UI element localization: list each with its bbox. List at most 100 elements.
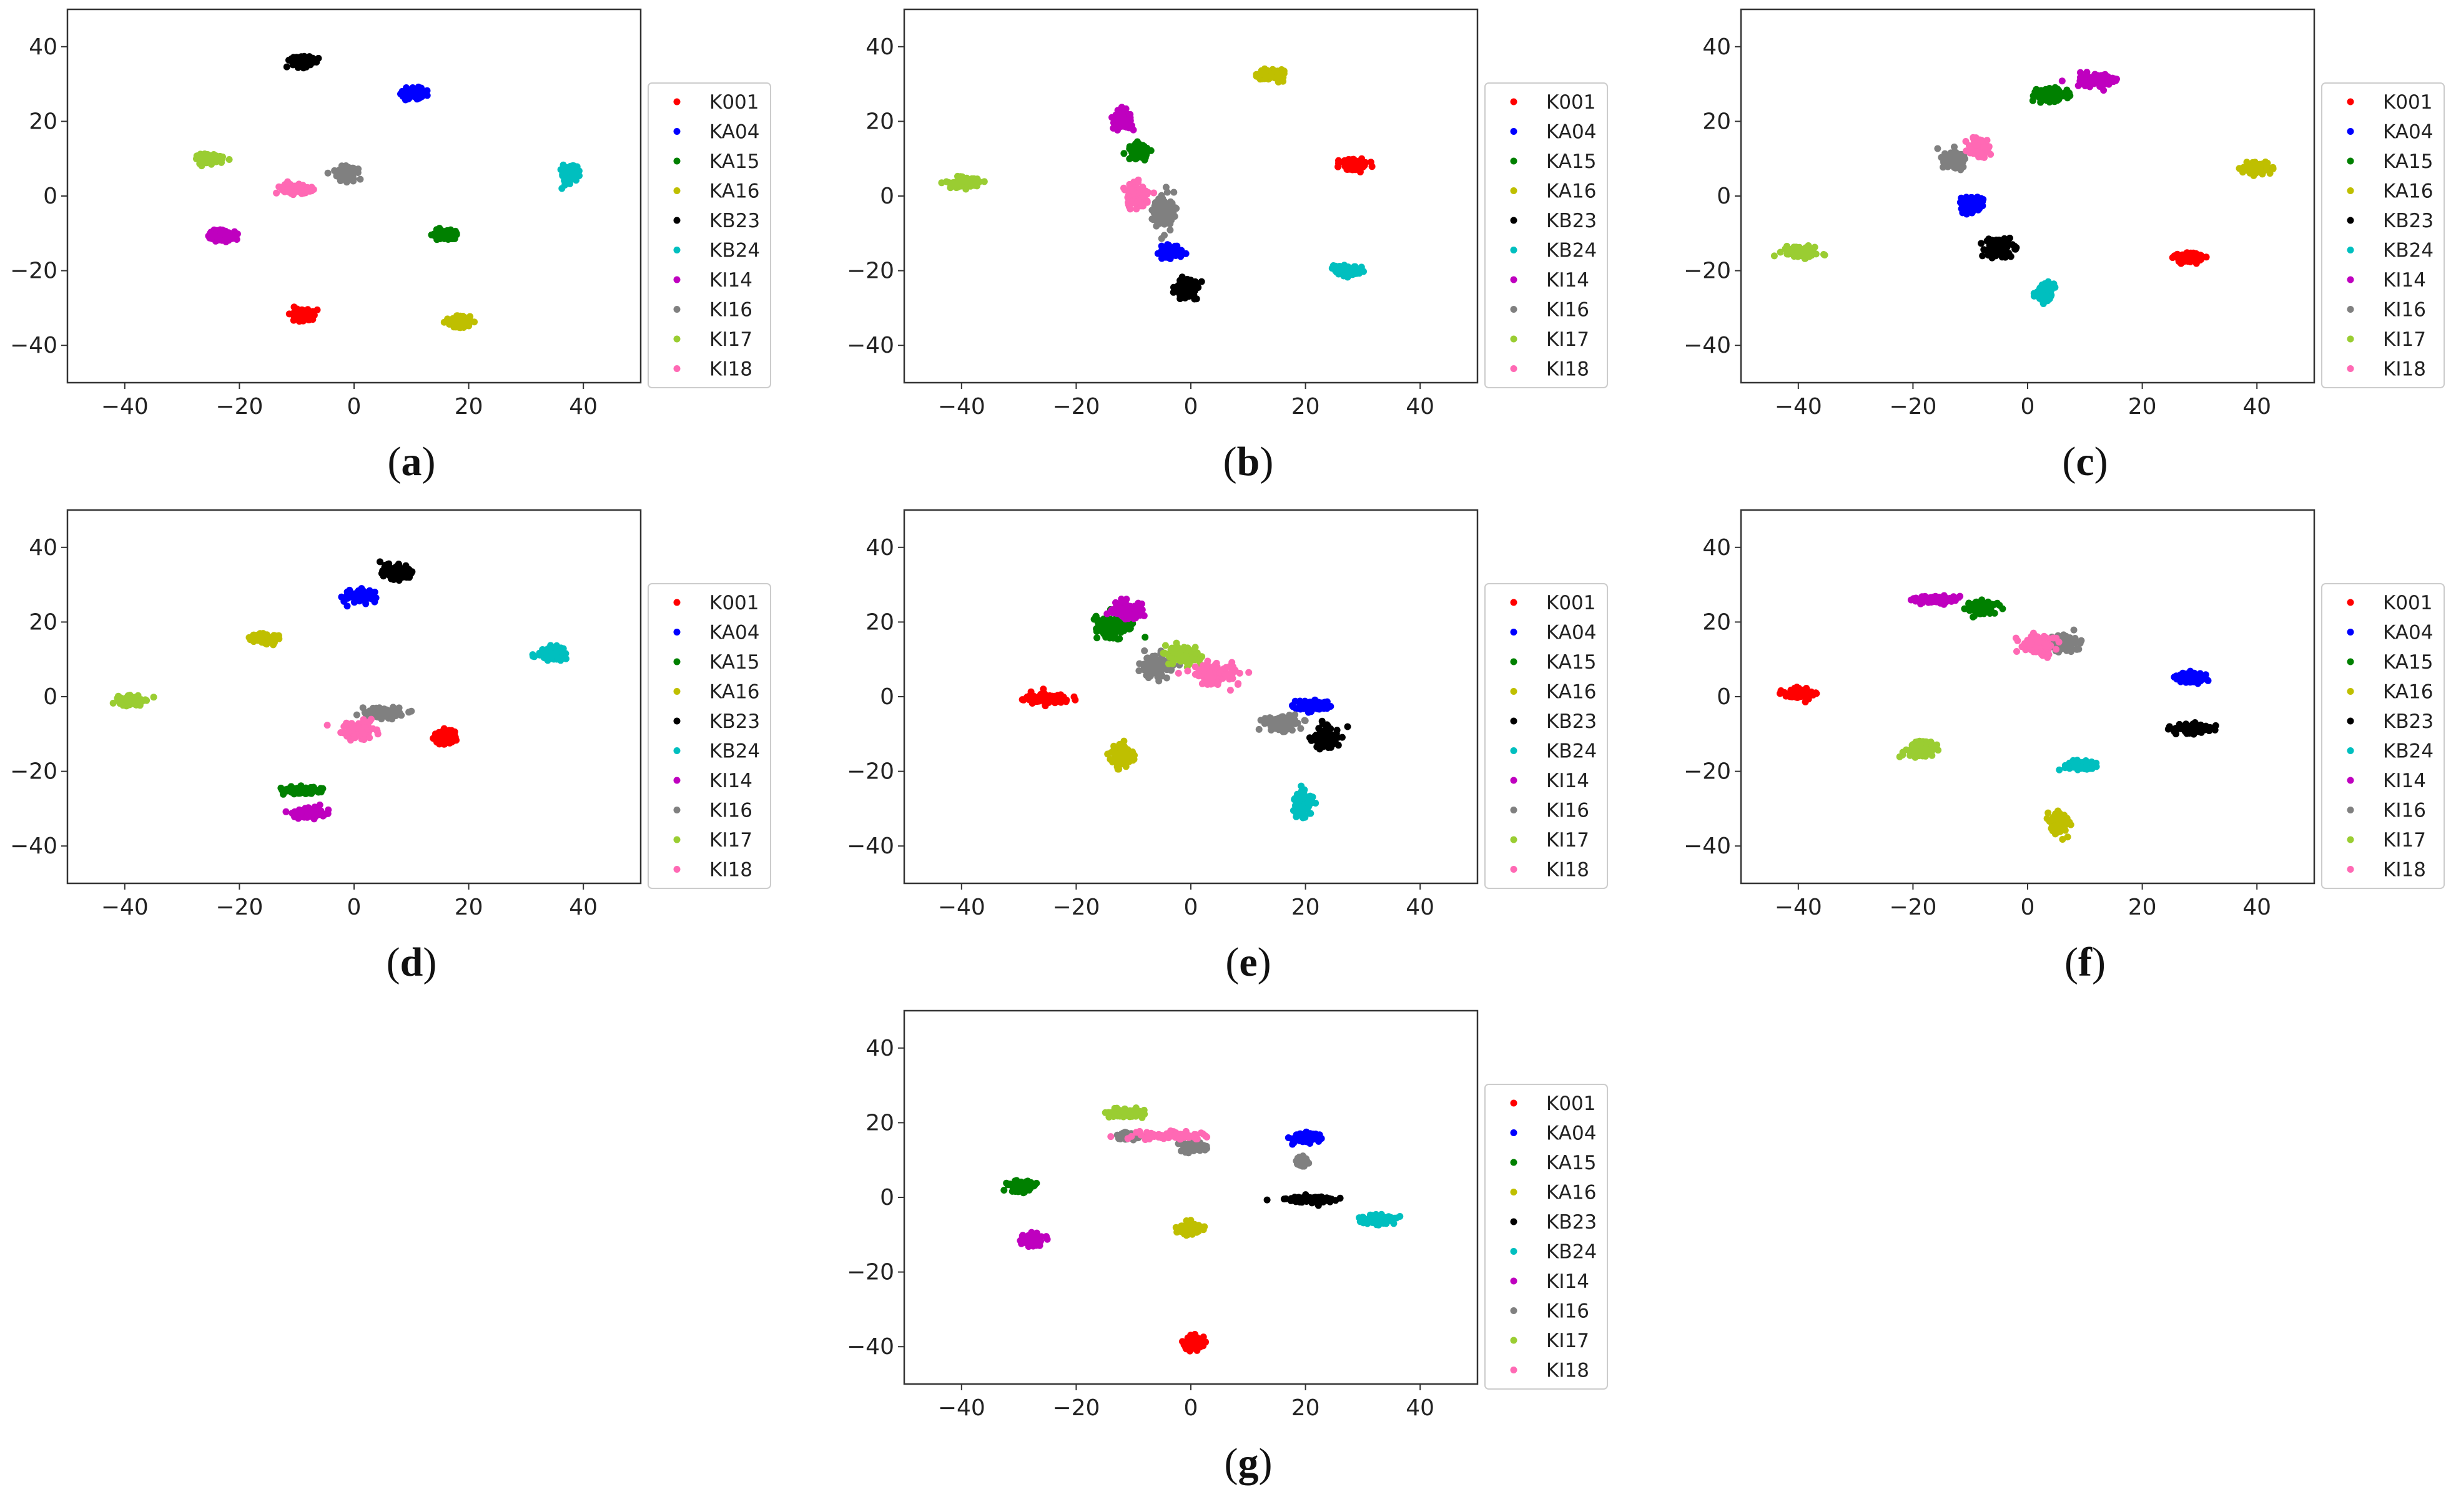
x-tick-label: 0 xyxy=(347,394,362,420)
legend-label-k001: K001 xyxy=(1546,91,1596,114)
legend-marker xyxy=(2347,306,2354,313)
y-tick-label: −20 xyxy=(10,759,57,785)
data-point xyxy=(370,704,377,712)
panel-b: −40 −20 0 20 4040200−20−40K001KA04KA15KA16KB… xyxy=(847,8,1608,484)
y-tick-label: 0 xyxy=(880,184,894,209)
data-point xyxy=(1981,143,1988,150)
data-point xyxy=(309,186,316,194)
series-ka04 xyxy=(397,83,431,104)
data-point xyxy=(1350,165,1358,172)
data-point xyxy=(2094,72,2101,79)
data-point xyxy=(1136,147,1143,154)
y-tick-label: 20 xyxy=(1702,109,1731,134)
data-point xyxy=(2202,253,2210,261)
legend-label-kb24: KB24 xyxy=(709,240,760,262)
data-point xyxy=(2236,165,2243,172)
series-ki16 xyxy=(324,162,364,186)
data-point xyxy=(1258,71,1266,78)
data-point xyxy=(109,699,117,707)
data-point xyxy=(291,315,298,322)
legend-marker xyxy=(673,217,681,224)
data-point xyxy=(1314,704,1321,712)
y-tick-label: 40 xyxy=(1702,34,1731,60)
axes-frame xyxy=(903,509,1479,885)
data-point xyxy=(2058,77,2066,85)
data-point xyxy=(382,564,389,571)
data-point xyxy=(359,704,367,712)
data-point xyxy=(219,155,226,162)
panel-caption: (d) xyxy=(387,940,437,985)
data-point xyxy=(309,308,317,315)
data-point xyxy=(1962,138,1970,145)
data-point xyxy=(390,569,398,576)
x-tick-label: −20 xyxy=(215,394,263,420)
data-point xyxy=(1181,283,1189,290)
data-point xyxy=(285,189,293,196)
legend-label-kb23: KB23 xyxy=(1546,210,1597,232)
legend-marker xyxy=(673,836,681,843)
series-ka15 xyxy=(428,225,460,243)
data-point xyxy=(2096,83,2104,90)
legend-label-kb24: KB24 xyxy=(709,740,760,763)
data-point xyxy=(1127,625,1134,632)
data-point xyxy=(137,699,144,706)
data-point xyxy=(1160,214,1168,222)
data-point xyxy=(305,56,312,64)
y-tick-label: 0 xyxy=(880,684,894,710)
data-point xyxy=(2013,244,2020,252)
data-point xyxy=(1327,703,1334,710)
series-k001 xyxy=(285,303,321,325)
data-point xyxy=(1966,199,1973,207)
legend-marker xyxy=(1510,187,1517,194)
legend-label-k001: K001 xyxy=(709,91,759,114)
legend-marker xyxy=(673,629,681,636)
data-point xyxy=(1125,203,1133,210)
data-point xyxy=(302,187,309,195)
legend-marker xyxy=(673,128,681,135)
legend-label-ki16: KI16 xyxy=(709,800,752,822)
x-tick-label: −40 xyxy=(101,895,149,920)
data-point xyxy=(541,647,548,654)
data-point xyxy=(380,705,388,713)
data-point xyxy=(116,694,124,702)
data-point xyxy=(2191,250,2199,257)
legend-marker xyxy=(673,777,681,784)
legend-label-ki16: KI16 xyxy=(709,299,752,322)
legend-label-ka16: KA16 xyxy=(709,681,759,704)
data-point xyxy=(2088,79,2095,86)
y-tick-label: −40 xyxy=(10,833,57,859)
data-point xyxy=(1349,268,1356,276)
legend-marker xyxy=(673,717,681,725)
data-point xyxy=(1166,227,1174,233)
data-point xyxy=(222,227,229,235)
data-point xyxy=(1126,155,1133,162)
data-point xyxy=(560,645,567,652)
legend-label-kb23: KB23 xyxy=(709,710,760,733)
data-point xyxy=(322,810,330,818)
legend-label-ka16: KA16 xyxy=(2383,180,2433,203)
data-point xyxy=(1300,700,1307,707)
data-point xyxy=(1268,72,1275,80)
data-point xyxy=(273,189,280,197)
legend-label-ka04: KA04 xyxy=(709,121,759,144)
legend-marker xyxy=(1510,276,1517,283)
data-point xyxy=(1938,154,1945,161)
data-point xyxy=(1959,196,1966,203)
data-point xyxy=(1293,705,1300,712)
data-point xyxy=(1163,189,1171,196)
data-point xyxy=(531,653,538,660)
data-point xyxy=(2252,162,2260,169)
data-point xyxy=(408,707,415,715)
data-point xyxy=(1348,158,1355,165)
data-point xyxy=(1143,199,1151,206)
x-tick-label: −40 xyxy=(101,394,149,420)
data-point xyxy=(387,709,395,716)
caption-letter: a xyxy=(402,439,422,484)
data-point xyxy=(2041,285,2048,293)
data-point xyxy=(2051,91,2059,99)
legend-label-ki17: KI17 xyxy=(709,328,752,351)
data-point xyxy=(368,594,375,601)
data-point xyxy=(1976,199,1983,206)
data-point xyxy=(350,164,357,172)
legend-marker xyxy=(673,306,681,313)
